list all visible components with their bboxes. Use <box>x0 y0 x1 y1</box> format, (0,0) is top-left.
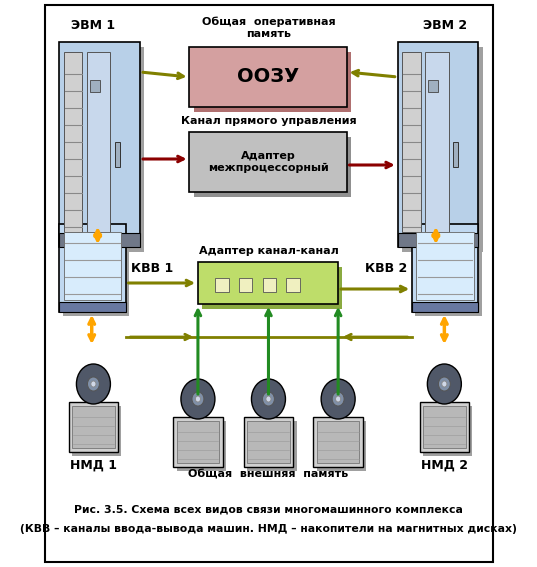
Bar <box>69 402 118 452</box>
Circle shape <box>181 379 215 419</box>
Bar <box>247 421 296 471</box>
Circle shape <box>332 392 344 406</box>
Bar <box>190 47 347 107</box>
Text: Общая  оперативная
память: Общая оперативная память <box>202 17 335 39</box>
Bar <box>202 267 343 309</box>
Bar <box>72 406 121 456</box>
Bar <box>86 52 111 232</box>
Circle shape <box>76 364 111 404</box>
Bar <box>215 278 229 292</box>
Bar <box>177 421 219 463</box>
Text: НМД 2: НМД 2 <box>421 459 468 472</box>
Bar <box>72 406 115 448</box>
Circle shape <box>91 381 96 387</box>
Circle shape <box>251 379 286 419</box>
Circle shape <box>88 377 99 391</box>
Bar <box>425 52 448 232</box>
Bar <box>247 421 289 463</box>
Text: Канал прямого управления: Канал прямого управления <box>180 116 356 126</box>
Bar <box>194 137 351 197</box>
Text: (КВВ – каналы ввода-вывода машин. НМД – накопители на магнитных дисках): (КВВ – каналы ввода-вывода машин. НМД – … <box>20 524 517 534</box>
Text: ЭВМ 2: ЭВМ 2 <box>423 19 467 32</box>
Bar <box>412 302 478 312</box>
Bar <box>190 132 347 192</box>
Text: НМД 1: НМД 1 <box>70 459 117 472</box>
Circle shape <box>321 379 355 419</box>
Circle shape <box>427 364 461 404</box>
Bar <box>239 278 252 292</box>
Text: Рис. 3.5. Схема всех видов связи многомашинного комплекса: Рис. 3.5. Схема всех видов связи многома… <box>74 504 463 514</box>
Text: Общая  внешняя  память: Общая внешняя память <box>188 469 349 479</box>
Bar <box>90 80 100 92</box>
Bar <box>314 417 363 467</box>
Bar <box>416 228 482 316</box>
Text: КВВ 1: КВВ 1 <box>131 261 173 274</box>
Circle shape <box>192 392 204 406</box>
Circle shape <box>195 396 200 402</box>
Bar <box>60 42 140 247</box>
Bar <box>263 278 276 292</box>
Circle shape <box>442 381 447 387</box>
Bar <box>317 421 366 471</box>
Bar <box>115 142 120 167</box>
Bar <box>194 52 351 112</box>
Bar <box>60 224 126 312</box>
Circle shape <box>438 377 451 391</box>
Bar <box>402 52 420 232</box>
Circle shape <box>336 396 340 402</box>
Circle shape <box>266 396 271 402</box>
Bar <box>428 80 438 92</box>
Bar <box>286 278 300 292</box>
Bar <box>416 232 474 300</box>
Bar <box>423 406 473 456</box>
Bar <box>64 232 121 300</box>
Bar <box>397 233 478 247</box>
Bar <box>397 42 478 247</box>
Text: Адаптер канал-канал: Адаптер канал-канал <box>199 246 338 256</box>
Bar <box>64 47 144 252</box>
Text: Адаптер
межпроцессорный: Адаптер межпроцессорный <box>208 151 329 173</box>
Bar <box>402 47 483 252</box>
Bar <box>420 402 469 452</box>
Bar <box>317 421 359 463</box>
Bar <box>60 302 126 312</box>
Bar <box>60 233 140 247</box>
Text: КВВ 2: КВВ 2 <box>365 261 407 274</box>
Bar <box>412 224 478 312</box>
Text: ЭВМ 1: ЭВМ 1 <box>71 19 115 32</box>
Bar <box>198 262 338 304</box>
Bar <box>453 142 458 167</box>
Bar <box>63 228 129 316</box>
Bar <box>64 52 82 232</box>
Bar <box>173 417 222 467</box>
Circle shape <box>263 392 274 406</box>
Bar <box>244 417 293 467</box>
Bar <box>177 421 226 471</box>
Text: ООЗУ: ООЗУ <box>237 67 299 87</box>
Bar <box>423 406 466 448</box>
